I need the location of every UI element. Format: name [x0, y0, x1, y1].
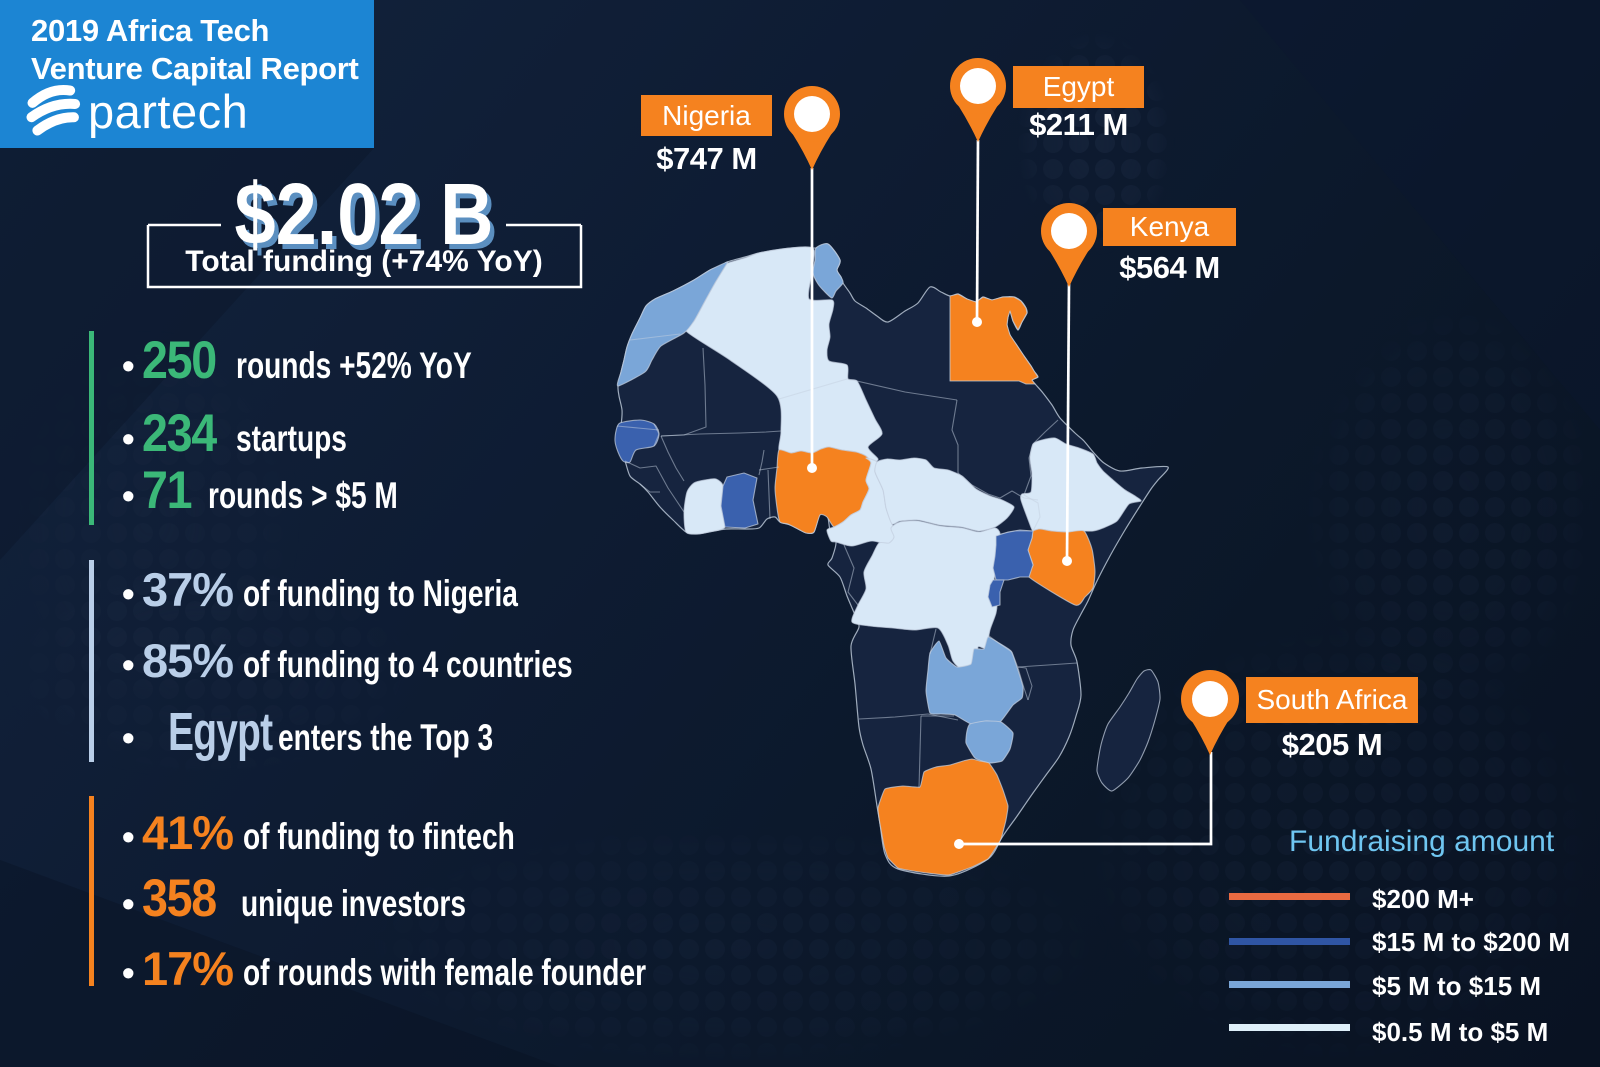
svg-text:partech: partech [88, 85, 248, 138]
